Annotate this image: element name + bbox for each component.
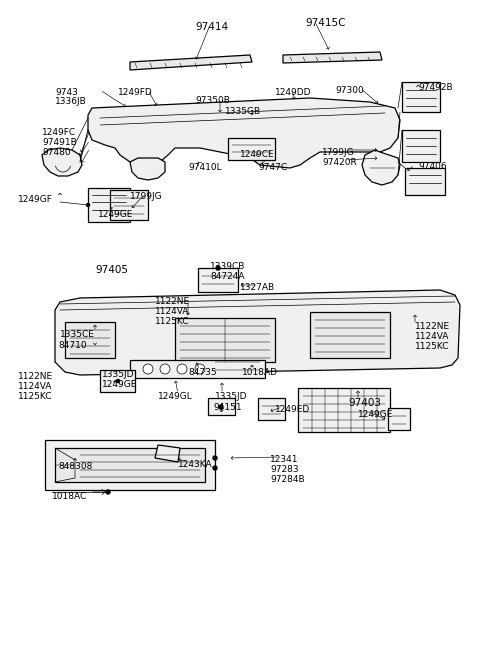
Text: 97491B: 97491B: [42, 138, 77, 147]
Text: 97415C: 97415C: [305, 18, 346, 28]
Text: 97480: 97480: [42, 148, 71, 157]
Text: 1249GE: 1249GE: [98, 210, 133, 219]
Circle shape: [219, 405, 223, 409]
Text: 1335GB: 1335GB: [225, 107, 261, 116]
Text: 1799JG: 1799JG: [322, 148, 355, 157]
Polygon shape: [88, 98, 400, 168]
Polygon shape: [402, 82, 440, 112]
Polygon shape: [405, 168, 445, 195]
Polygon shape: [310, 312, 390, 358]
Circle shape: [160, 364, 170, 374]
Polygon shape: [258, 398, 285, 420]
Text: 1125KC: 1125KC: [18, 392, 52, 401]
Text: 84724A: 84724A: [210, 272, 244, 281]
Text: 1125KC: 1125KC: [155, 317, 190, 326]
Circle shape: [143, 364, 153, 374]
Text: 1122NE: 1122NE: [155, 297, 190, 306]
Text: 94151: 94151: [213, 403, 241, 412]
Polygon shape: [298, 388, 390, 432]
Polygon shape: [45, 440, 215, 490]
Text: 1249GE: 1249GE: [358, 410, 394, 419]
Text: 97300: 97300: [335, 86, 364, 95]
Text: 1018AC: 1018AC: [52, 492, 87, 501]
Polygon shape: [283, 52, 382, 63]
Text: 97405: 97405: [95, 265, 128, 275]
Text: 1249FD: 1249FD: [118, 88, 153, 97]
Text: 97283: 97283: [270, 465, 299, 474]
Text: 1124VA: 1124VA: [18, 382, 52, 391]
Polygon shape: [88, 188, 130, 222]
Text: 1249FC: 1249FC: [42, 128, 76, 137]
Text: 1249GL: 1249GL: [158, 392, 193, 401]
Circle shape: [213, 456, 217, 460]
Text: 1249CE: 1249CE: [240, 150, 275, 159]
Polygon shape: [228, 138, 275, 160]
Text: 97410L: 97410L: [188, 163, 222, 172]
Text: 1249ED: 1249ED: [275, 405, 310, 414]
Text: 97414: 97414: [195, 22, 228, 32]
Text: 97350B: 97350B: [195, 96, 230, 105]
Circle shape: [117, 380, 120, 382]
Circle shape: [86, 204, 89, 206]
Circle shape: [213, 466, 217, 470]
Text: 1122NE: 1122NE: [18, 372, 53, 381]
Polygon shape: [388, 408, 410, 430]
Text: 1327AB: 1327AB: [240, 283, 275, 292]
Text: 1249GE: 1249GE: [102, 380, 137, 389]
Text: 1249DD: 1249DD: [275, 88, 312, 97]
Text: 97403: 97403: [348, 398, 381, 408]
Text: 1125KC: 1125KC: [415, 342, 449, 351]
Polygon shape: [100, 370, 135, 392]
Text: 84735: 84735: [188, 368, 216, 377]
Polygon shape: [402, 130, 440, 162]
Polygon shape: [130, 158, 165, 180]
Text: 1124VA: 1124VA: [155, 307, 190, 316]
Circle shape: [195, 364, 205, 374]
Polygon shape: [155, 445, 180, 462]
Polygon shape: [42, 148, 82, 176]
Polygon shape: [130, 360, 265, 378]
Text: 1249GF: 1249GF: [18, 195, 53, 204]
Text: 12341: 12341: [270, 455, 299, 464]
Text: 1122NE: 1122NE: [415, 322, 450, 331]
Text: 1336JB: 1336JB: [55, 97, 87, 106]
Text: 1018AD: 1018AD: [242, 368, 278, 377]
Text: 84710: 84710: [58, 341, 86, 350]
Text: 1335CE: 1335CE: [60, 330, 95, 339]
Text: 97406: 97406: [418, 162, 446, 171]
Circle shape: [177, 364, 187, 374]
Polygon shape: [65, 322, 115, 358]
Text: 1799JG: 1799JG: [130, 192, 163, 201]
Text: 1243KA: 1243KA: [178, 460, 213, 469]
Polygon shape: [55, 448, 205, 482]
Polygon shape: [198, 268, 238, 292]
Text: 97284B: 97284B: [270, 475, 305, 484]
Circle shape: [106, 490, 110, 494]
Text: 97420R: 97420R: [322, 158, 357, 167]
Polygon shape: [208, 398, 235, 415]
Polygon shape: [55, 290, 460, 375]
Circle shape: [216, 266, 220, 270]
Text: 848308: 848308: [58, 462, 92, 471]
Polygon shape: [130, 55, 252, 70]
Polygon shape: [175, 318, 275, 362]
Text: 1124VA: 1124VA: [415, 332, 449, 341]
Text: 1339CB: 1339CB: [210, 262, 245, 271]
Text: 1335JD: 1335JD: [215, 392, 248, 401]
Text: 9747C: 9747C: [258, 163, 287, 172]
Text: 97492B: 97492B: [418, 83, 453, 92]
Text: 9743: 9743: [55, 88, 78, 97]
Text: 1335JD: 1335JD: [102, 370, 134, 379]
Polygon shape: [110, 190, 148, 220]
Polygon shape: [362, 150, 400, 185]
